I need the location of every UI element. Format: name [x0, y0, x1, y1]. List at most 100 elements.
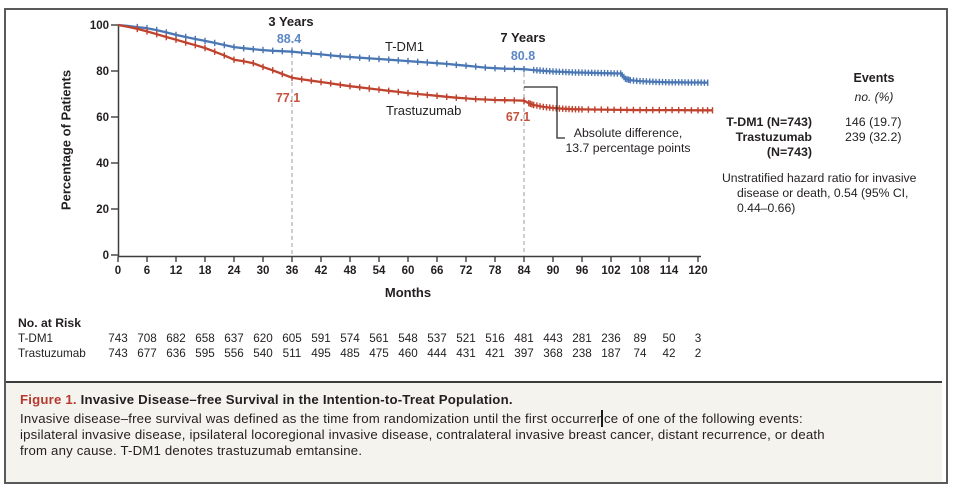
annotation-3yr-tdm1-value: 88.4: [276, 32, 302, 46]
risk-count: 481: [514, 332, 534, 345]
difference-bracket: [524, 86, 565, 139]
risk-count: 658: [195, 332, 215, 345]
risk-count: 561: [369, 332, 389, 345]
x-tick-label: 102: [601, 265, 620, 277]
risk-count: 537: [427, 332, 447, 345]
risk-count: 495: [311, 347, 331, 360]
risk-count: 516: [485, 332, 505, 345]
risk-count: 397: [514, 347, 534, 360]
hazard-ratio-line2: disease or death, 0.54 (95% CI,: [737, 186, 909, 200]
risk-count: 187: [601, 347, 621, 360]
y-tick-label: 40: [96, 158, 109, 170]
y-tick-label: 20: [96, 204, 109, 216]
x-tick-label: 42: [315, 265, 328, 277]
events-header: Events: [853, 71, 895, 85]
y-axis-title: Percentage of Patients: [58, 69, 74, 211]
events-row-trastuzumab-label: Trastuzumab: [735, 130, 812, 144]
risk-count: 431: [456, 347, 476, 360]
risk-count: 444: [427, 347, 447, 360]
caption-body-line2: ipsilateral invasive disease, ipsilatera…: [20, 427, 825, 442]
absolute-difference-line1: Absolute difference,: [573, 126, 683, 140]
x-tick-label: 12: [170, 265, 183, 277]
risk-count: 368: [543, 347, 563, 360]
risk-count: 521: [456, 332, 476, 345]
risk-count: 460: [398, 347, 418, 360]
risk-count: 708: [137, 332, 157, 345]
annotation-3-years: 3 Years: [268, 14, 314, 29]
risk-count: 743: [108, 332, 128, 345]
caption-title-line: Figure 1. Invasive Disease–free Survival…: [20, 392, 513, 407]
events-row-tdm1-value: 146 (19.7): [845, 115, 902, 129]
risk-count: 485: [340, 347, 360, 360]
caption-body-line3: from any cause. T-DM1 denotes trastuzuma…: [20, 443, 363, 458]
risk-count: 556: [224, 347, 244, 360]
x-tick-label: 24: [228, 265, 241, 277]
x-tick-label: 54: [373, 265, 386, 277]
annotation-7-years: 7 Years: [500, 30, 546, 45]
events-unit: no. (%): [854, 90, 894, 104]
y-tick-label: 60: [96, 112, 109, 124]
events-row-trastuzumab-n: (N=743): [766, 145, 812, 159]
x-tick-label: 60: [402, 265, 415, 277]
events-row-tdm1-label: T-DM1 (N=743): [726, 115, 812, 129]
risk-count: 74: [633, 347, 647, 360]
figure-title: Invasive Disease–free Survival in the In…: [80, 392, 513, 407]
x-tick-label: 84: [518, 265, 531, 277]
caption-body-line1: Invasive disease–free survival was defin…: [20, 411, 803, 426]
risk-count: 677: [137, 347, 157, 360]
risk-count: 421: [485, 347, 505, 360]
y-tick-label: 80: [96, 66, 109, 78]
x-tick-label: 66: [431, 265, 444, 277]
curve-label-tdm1: T-DM1: [385, 39, 424, 54]
risk-count: 591: [311, 332, 331, 345]
risk-count: 548: [398, 332, 418, 345]
x-tick-label: 108: [630, 265, 650, 277]
x-tick-label: 18: [199, 265, 212, 277]
risk-count: 637: [224, 332, 244, 345]
risk-count: 620: [253, 332, 273, 345]
absolute-difference-line2: 13.7 percentage points: [565, 141, 691, 155]
annotation-7yr-trastuzumab-value: 67.1: [505, 110, 531, 124]
y-tick-label: 100: [90, 20, 109, 32]
x-tick-label: 72: [460, 265, 473, 277]
x-tick-label: 6: [144, 265, 150, 277]
risk-count: 2: [694, 347, 702, 360]
risk-count: 443: [543, 332, 563, 345]
x-tick-label: 96: [576, 265, 589, 277]
risk-count: 636: [166, 347, 186, 360]
text-cursor[interactable]: [601, 410, 603, 427]
figure-number-label: Figure 1.: [20, 392, 77, 407]
risk-count: 236: [601, 332, 621, 345]
risk-count: 743: [108, 347, 128, 360]
hazard-ratio-line1: Unstratified hazard ratio for invasive: [722, 171, 917, 185]
x-tick-label: 120: [688, 265, 707, 277]
x-tick-label: 0: [115, 265, 121, 277]
risk-count: 475: [369, 347, 389, 360]
risk-count: 605: [282, 332, 302, 345]
risk-row-tdm1-label: T-DM1: [18, 332, 54, 345]
annotation-7yr-tdm1-value: 80.8: [510, 49, 536, 63]
risk-count: 595: [195, 347, 215, 360]
risk-count: 238: [572, 347, 592, 360]
x-axis-title: Months: [384, 285, 432, 300]
risk-count: 281: [572, 332, 592, 345]
risk-count: 3: [694, 332, 702, 345]
curve-label-trastuzumab: Trastuzumab: [386, 103, 462, 118]
hazard-ratio-line3: 0.44–0.66): [737, 201, 796, 215]
risk-count: 89: [633, 332, 647, 345]
risk-count: 511: [282, 347, 302, 360]
risk-count: 682: [166, 332, 186, 345]
x-tick-label: 78: [489, 265, 502, 277]
km-survival-chart: 100 80 60 40 20 00 6 12 18 24 30 36 42 48 54 60 66 72 78 84…: [90, 20, 714, 277]
censor-marks-trastuzumab: [136, 25, 714, 114]
x-tick-label: 30: [257, 265, 270, 277]
risk-table-heading: No. at Risk: [18, 316, 81, 330]
risk-count: 50: [662, 332, 676, 345]
x-tick-label: 36: [286, 265, 299, 277]
curve-trastuzumab: [117, 23, 713, 112]
y-tick-label: 0: [103, 250, 109, 262]
risk-count: 42: [662, 347, 676, 360]
x-tick-label: 48: [344, 265, 357, 277]
events-row-trastuzumab-value: 239 (32.2): [845, 130, 902, 144]
